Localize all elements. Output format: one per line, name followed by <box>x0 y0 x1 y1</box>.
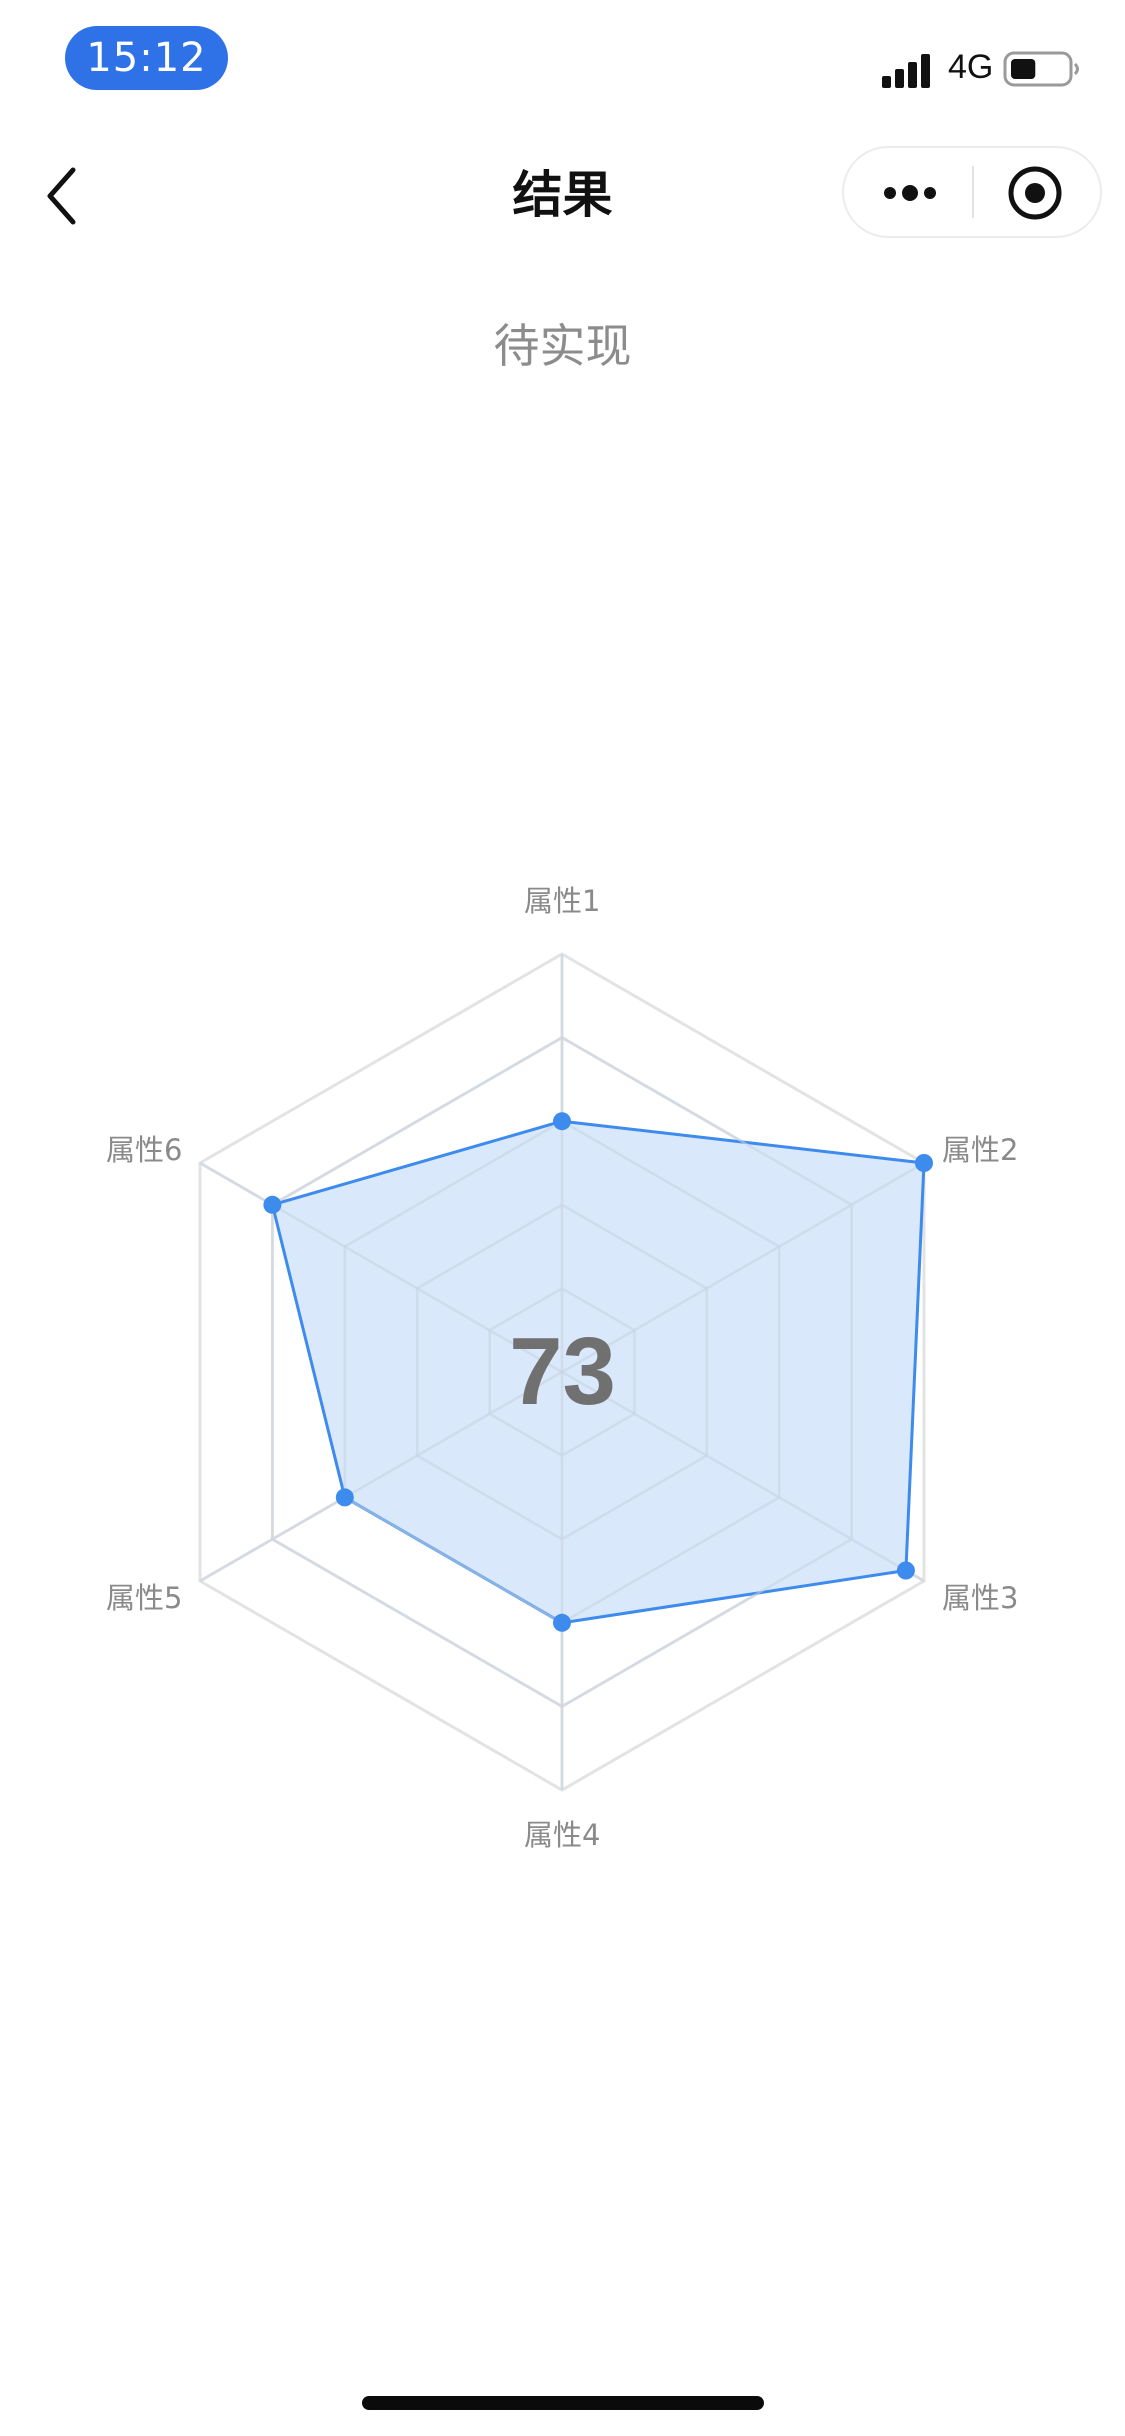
radar-spoke-overlay <box>561 1370 925 1583</box>
back-button[interactable] <box>38 160 88 230</box>
radar-point-3 <box>896 1561 915 1580</box>
radar-point-6 <box>263 1195 282 1214</box>
radar-point-1 <box>553 1112 571 1131</box>
status-time-label: 15:12 <box>86 35 207 81</box>
target-close-icon <box>1008 166 1062 220</box>
capsule-divider <box>972 166 974 218</box>
more-button[interactable] <box>870 168 950 218</box>
network-label: 4G <box>948 48 994 86</box>
more-dots-icon <box>884 185 936 201</box>
battery-icon <box>1003 51 1079 87</box>
radar-spoke-overlay <box>199 1370 563 1583</box>
radar-point-5 <box>335 1488 354 1507</box>
radar-point-4 <box>553 1613 571 1632</box>
axis-label-2: 属性2 <box>942 1133 1019 1167</box>
page-title: 结果 <box>512 166 613 224</box>
axis-label-5: 属性5 <box>106 1581 183 1615</box>
home-indicator <box>362 2396 764 2410</box>
axis-label-4: 属性4 <box>524 1818 601 1852</box>
radar-spoke-overlay <box>199 1161 563 1374</box>
radar-spoke-overlay <box>561 1161 925 1374</box>
axis-label-3: 属性3 <box>942 1581 1019 1615</box>
score-value: 73 <box>509 1318 616 1425</box>
status-subtitle: 待实现 <box>493 319 632 373</box>
axis-label-6: 属性6 <box>106 1133 183 1167</box>
radar-point-2 <box>915 1154 933 1172</box>
chevron-left-icon <box>47 167 76 225</box>
axis-label-1: 属性1 <box>524 884 601 918</box>
close-button[interactable] <box>1005 163 1065 223</box>
status-time: 15:12 <box>65 26 228 90</box>
signal-icon <box>882 54 930 88</box>
